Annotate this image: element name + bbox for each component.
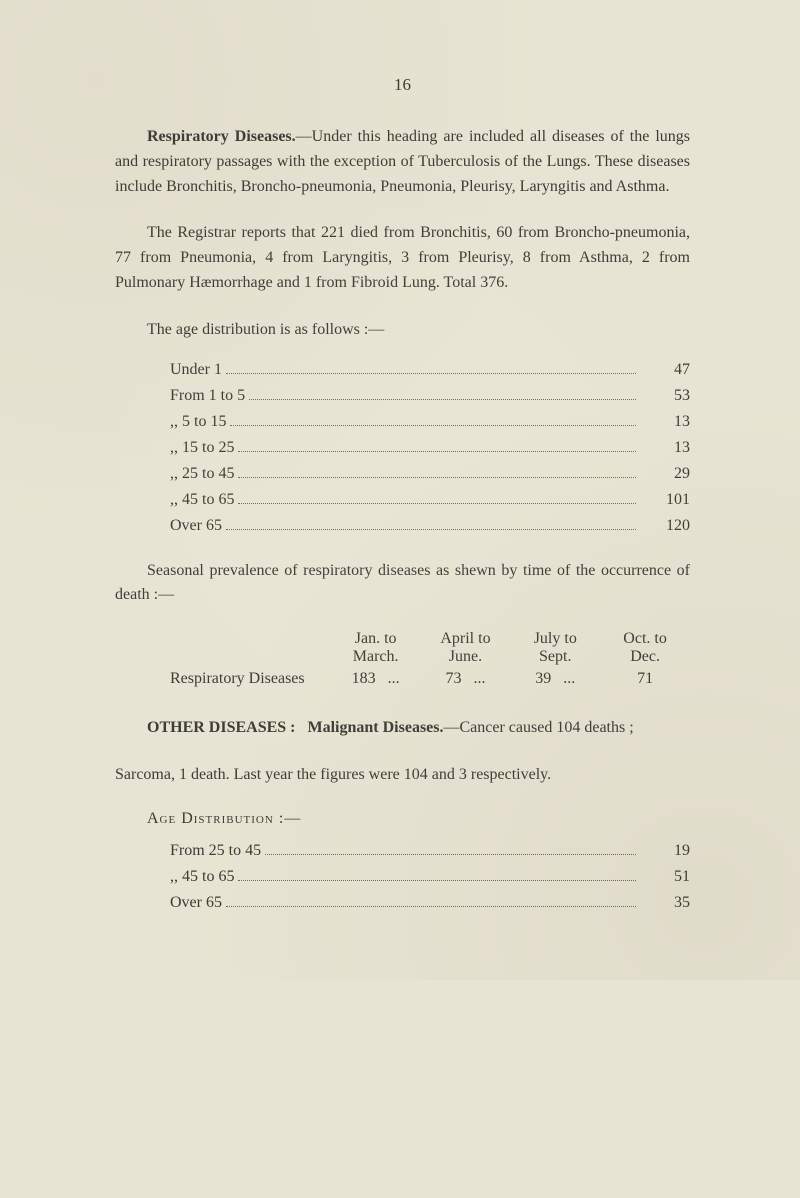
q-val: 71 bbox=[600, 670, 690, 688]
para-respiratory: Respiratory Diseases.—Under this heading… bbox=[115, 125, 690, 199]
age-intro: The age distribution is as follows :— bbox=[115, 318, 690, 343]
q-head: April to bbox=[421, 630, 511, 648]
age-value: 53 bbox=[640, 387, 690, 405]
q-head: March. bbox=[331, 648, 421, 666]
age-row: From 1 to 5 53 bbox=[115, 387, 690, 405]
age-label: Over 65 bbox=[170, 894, 222, 912]
quarterly-header-2: March. June. Sept. Dec. bbox=[115, 648, 690, 666]
other-diseases-body: —Cancer caused 104 deaths ; bbox=[444, 719, 634, 736]
age-value: 13 bbox=[640, 439, 690, 457]
leader-dots bbox=[238, 503, 636, 504]
q-head: Jan. to bbox=[331, 630, 421, 648]
age-value: 51 bbox=[640, 868, 690, 886]
quarterly-data-row: Respiratory Diseases 183 ... 73 ... 39 .… bbox=[115, 670, 690, 688]
leader-dots bbox=[226, 529, 636, 530]
age-value: 29 bbox=[640, 465, 690, 483]
para-registrar: The Registrar reports that 221 died from… bbox=[115, 221, 690, 295]
age-label: ,, 45 to 65 bbox=[170, 868, 234, 886]
page: 16 Respiratory Diseases.—Under this head… bbox=[0, 0, 800, 980]
leader-dots bbox=[249, 399, 636, 400]
leader-dots bbox=[265, 854, 636, 855]
age-row: From 25 to 45 19 bbox=[115, 842, 690, 860]
q-head: June. bbox=[421, 648, 511, 666]
age-row: Over 65 35 bbox=[115, 894, 690, 912]
sub-malignant: Malignant Diseases. bbox=[308, 719, 444, 736]
leader-dots bbox=[238, 477, 636, 478]
heading-respiratory: Respiratory Diseases. bbox=[147, 128, 296, 145]
age-label: ,, 25 to 45 bbox=[170, 465, 234, 483]
leader-dots bbox=[226, 373, 636, 374]
q-head: Oct. to bbox=[600, 630, 690, 648]
q-row-label: Respiratory Diseases bbox=[170, 670, 331, 688]
age-row: ,, 25 to 45 29 bbox=[115, 465, 690, 483]
seasonal-para: Seasonal prevalence of respiratory disea… bbox=[115, 559, 690, 609]
q-blank bbox=[170, 630, 331, 648]
leader-dots bbox=[238, 451, 636, 452]
age-label: ,, 5 to 15 bbox=[170, 413, 226, 431]
age-label: ,, 45 to 65 bbox=[170, 491, 234, 509]
q-val: 39 ... bbox=[510, 670, 600, 688]
age-row: ,, 5 to 15 13 bbox=[115, 413, 690, 431]
age-row: ,, 45 to 65 51 bbox=[115, 868, 690, 886]
age-distribution-list-2: From 25 to 45 19 ,, 45 to 65 51 Over 65 … bbox=[115, 842, 690, 912]
age-distribution-heading: Age Distribution :— bbox=[147, 810, 690, 828]
age-label: From 1 to 5 bbox=[170, 387, 245, 405]
age-label: Under 1 bbox=[170, 361, 222, 379]
age-value: 101 bbox=[640, 491, 690, 509]
age-value: 19 bbox=[640, 842, 690, 860]
leader-dots bbox=[226, 906, 636, 907]
heading-other: OTHER DISEASES : bbox=[147, 719, 296, 736]
leader-dots bbox=[238, 880, 636, 881]
age-label: ,, 15 to 25 bbox=[170, 439, 234, 457]
para-other-diseases: OTHER DISEASES : Malignant Diseases.—Can… bbox=[115, 716, 690, 741]
age-row: Over 65 120 bbox=[115, 517, 690, 535]
age-value: 13 bbox=[640, 413, 690, 431]
leader-dots bbox=[230, 425, 636, 426]
age-row: ,, 15 to 25 13 bbox=[115, 439, 690, 457]
quarterly-header-1: Jan. to April to July to Oct. to bbox=[115, 630, 690, 648]
q-head: Sept. bbox=[510, 648, 600, 666]
age-label: From 25 to 45 bbox=[170, 842, 261, 860]
q-val: 183 ... bbox=[331, 670, 421, 688]
age-row: ,, 45 to 65 101 bbox=[115, 491, 690, 509]
q-blank bbox=[170, 648, 331, 666]
age-value: 35 bbox=[640, 894, 690, 912]
age-value: 47 bbox=[640, 361, 690, 379]
q-val: 73 ... bbox=[421, 670, 511, 688]
sarcoma-line: Sarcoma, 1 death. Last year the figures … bbox=[115, 763, 690, 788]
page-number: 16 bbox=[115, 75, 690, 95]
q-head: July to bbox=[510, 630, 600, 648]
age-value: 120 bbox=[640, 517, 690, 535]
age-label: Over 65 bbox=[170, 517, 222, 535]
age-row: Under 1 47 bbox=[115, 361, 690, 379]
age-distribution-list: Under 1 47 From 1 to 5 53 ,, 5 to 15 13 … bbox=[115, 361, 690, 535]
q-head: Dec. bbox=[600, 648, 690, 666]
quarterly-table: Jan. to April to July to Oct. to March. … bbox=[115, 630, 690, 688]
